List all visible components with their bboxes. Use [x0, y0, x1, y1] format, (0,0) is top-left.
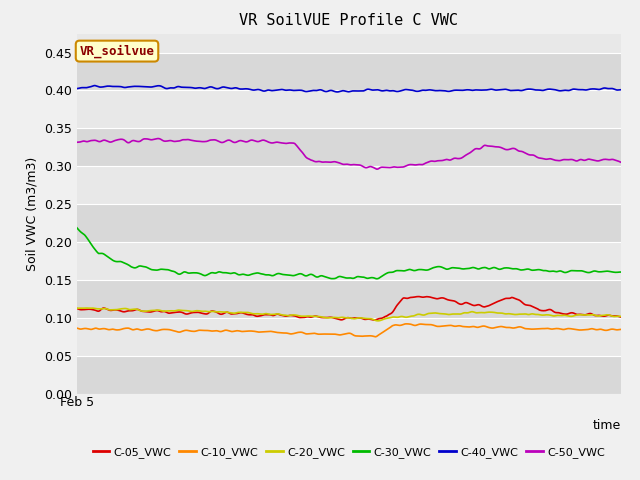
C-20_VWC: [332, 315, 340, 321]
C-05_VWC: [73, 306, 81, 312]
C-30_VWC: [73, 225, 81, 230]
C-20_VWC: [73, 305, 81, 311]
Bar: [77, 242, 621, 280]
C-40_VWC: [73, 86, 81, 92]
Bar: [77, 356, 621, 394]
C-50_VWC: [332, 159, 340, 165]
C-05_VWC: [521, 301, 529, 307]
Text: VR_soilvue: VR_soilvue: [79, 44, 154, 58]
C-20_VWC: [606, 312, 614, 318]
C-10_VWC: [521, 325, 529, 331]
Bar: [77, 90, 621, 128]
C-50_VWC: [369, 164, 376, 170]
C-50_VWC: [155, 136, 163, 142]
C-40_VWC: [332, 89, 340, 95]
C-30_VWC: [335, 274, 342, 280]
C-40_VWC: [617, 87, 625, 93]
C-20_VWC: [83, 305, 90, 311]
C-40_VWC: [369, 87, 377, 93]
Line: C-50_VWC: C-50_VWC: [77, 139, 621, 169]
C-30_VWC: [398, 268, 406, 274]
C-10_VWC: [73, 325, 81, 331]
C-05_VWC: [371, 317, 378, 323]
C-05_VWC: [606, 312, 614, 318]
C-50_VWC: [372, 166, 380, 172]
C-10_VWC: [335, 332, 342, 338]
Bar: [77, 166, 621, 204]
Legend: C-05_VWC, C-10_VWC, C-20_VWC, C-30_VWC, C-40_VWC, C-50_VWC: C-05_VWC, C-10_VWC, C-20_VWC, C-30_VWC, …: [88, 443, 609, 462]
C-40_VWC: [521, 87, 529, 93]
C-10_VWC: [332, 331, 339, 337]
C-05_VWC: [335, 316, 342, 322]
C-10_VWC: [402, 321, 410, 327]
C-10_VWC: [617, 326, 625, 332]
C-30_VWC: [332, 276, 339, 281]
C-20_VWC: [369, 316, 376, 322]
C-20_VWC: [374, 318, 381, 324]
C-30_VWC: [617, 269, 625, 275]
Bar: [77, 318, 621, 356]
Y-axis label: Soil VWC (m3/m3): Soil VWC (m3/m3): [26, 156, 38, 271]
C-40_VWC: [90, 83, 98, 88]
Line: C-20_VWC: C-20_VWC: [77, 308, 621, 321]
C-30_VWC: [367, 275, 375, 280]
Line: C-10_VWC: C-10_VWC: [77, 324, 621, 337]
Line: C-30_VWC: C-30_VWC: [77, 228, 621, 279]
C-30_VWC: [520, 267, 527, 273]
C-50_VWC: [73, 139, 81, 145]
C-10_VWC: [367, 333, 375, 339]
C-50_VWC: [617, 159, 625, 165]
Bar: [77, 128, 621, 166]
C-10_VWC: [398, 322, 406, 328]
Bar: [77, 204, 621, 242]
C-50_VWC: [521, 150, 529, 156]
C-50_VWC: [399, 164, 406, 170]
C-30_VWC: [605, 268, 612, 274]
C-30_VWC: [372, 276, 380, 282]
C-05_VWC: [332, 315, 339, 321]
C-50_VWC: [336, 160, 344, 166]
Line: C-40_VWC: C-40_VWC: [77, 85, 621, 92]
Text: time: time: [593, 419, 621, 432]
C-20_VWC: [521, 311, 529, 317]
C-05_VWC: [398, 297, 406, 303]
C-05_VWC: [414, 294, 422, 300]
C-40_VWC: [333, 89, 341, 95]
C-40_VWC: [337, 88, 344, 94]
C-20_VWC: [617, 313, 625, 319]
C-20_VWC: [399, 314, 406, 320]
C-50_VWC: [606, 157, 614, 163]
C-20_VWC: [336, 315, 344, 321]
Bar: [77, 280, 621, 318]
C-10_VWC: [372, 334, 380, 340]
C-05_VWC: [367, 317, 375, 323]
C-05_VWC: [617, 314, 625, 320]
Line: C-05_VWC: C-05_VWC: [77, 297, 621, 320]
C-10_VWC: [606, 326, 614, 332]
C-40_VWC: [606, 85, 614, 91]
Title: VR SoilVUE Profile C VWC: VR SoilVUE Profile C VWC: [239, 13, 458, 28]
C-40_VWC: [399, 87, 406, 93]
Bar: [77, 52, 621, 90]
